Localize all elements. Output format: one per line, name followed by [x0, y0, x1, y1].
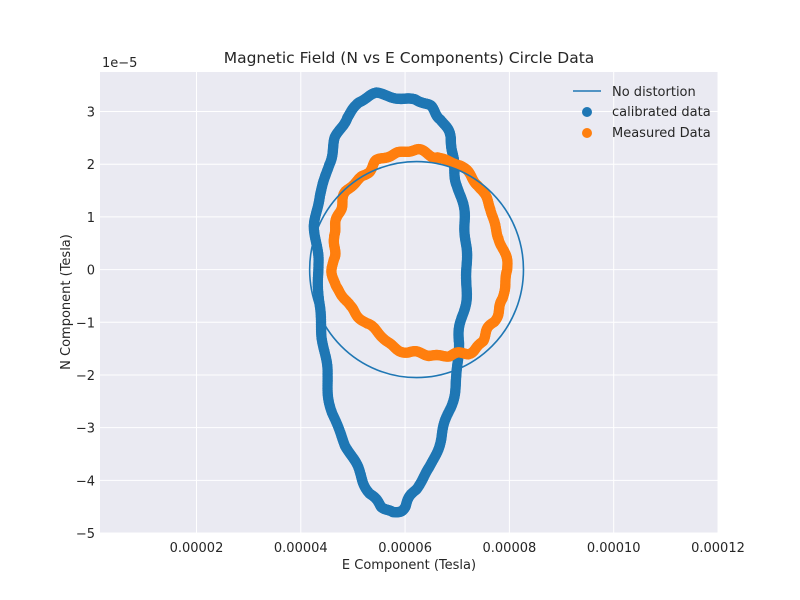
legend-item-no-distortion: No distortion — [573, 85, 696, 100]
y-tick-label: 0 — [87, 264, 95, 279]
legend-item-measured-data: Measured Data — [582, 126, 711, 141]
x-axis-label: E Component (Tesla) — [342, 558, 476, 573]
y-tick-label: −2 — [76, 369, 95, 384]
x-tick-label: 0.00008 — [483, 541, 537, 556]
legend-label: calibrated data — [612, 105, 711, 120]
y-tick-label: 3 — [87, 106, 95, 121]
scatter-point — [411, 144, 423, 155]
legend-label: Measured Data — [612, 126, 711, 141]
y-axis-label: N Component (Tesla) — [59, 234, 74, 370]
legend-label: No distortion — [612, 85, 696, 100]
chart-title: Magnetic Field (N vs E Components) Circl… — [224, 49, 595, 67]
y-tick-label: −4 — [76, 474, 95, 489]
x-tick-label: 0.00010 — [587, 541, 641, 556]
plot-area — [100, 72, 718, 533]
no-distortion-line — [308, 160, 525, 379]
y-tick-label: −1 — [76, 316, 95, 331]
y-tick-label: −3 — [76, 422, 95, 437]
x-tick-label: 0.00002 — [170, 541, 224, 556]
tick-labels: 0.00002 0.00004 0.00006 0.00008 0.00010 0.000… — [76, 106, 745, 556]
y-offset-text: 1e−5 — [102, 56, 137, 71]
y-tick-label: −5 — [76, 527, 95, 542]
x-tick-label: 0.00006 — [378, 541, 432, 556]
series-layer — [308, 87, 525, 518]
legend-marker-swatch — [582, 128, 592, 138]
scatter-point — [393, 93, 405, 105]
legend: No distortion calibrated data Measured D… — [573, 85, 711, 141]
y-tick-label: 1 — [87, 211, 95, 226]
y-tick-label: 2 — [87, 158, 95, 173]
legend-marker-swatch — [582, 107, 592, 117]
calibrated-data-series — [308, 87, 473, 518]
legend-item-calibrated-data: calibrated data — [582, 105, 711, 120]
x-tick-label: 0.00004 — [274, 541, 328, 556]
x-tick-label: 0.00012 — [691, 541, 745, 556]
